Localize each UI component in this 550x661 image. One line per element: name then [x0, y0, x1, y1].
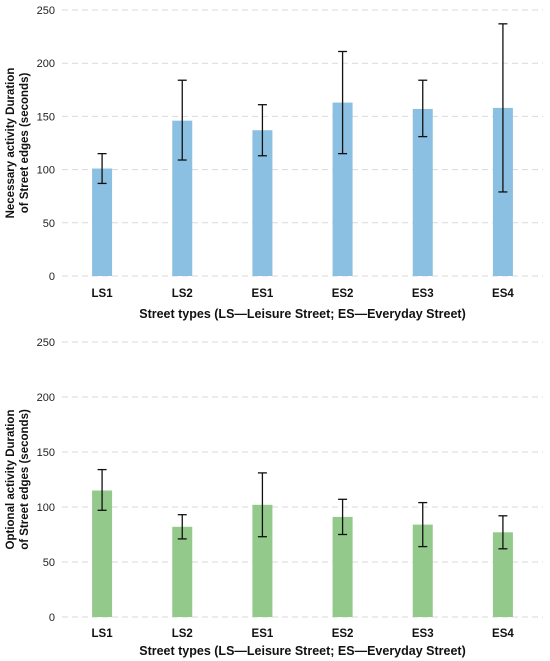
chart1-bar-ES3 [412, 108, 433, 277]
chart1-category-label-ES3: ES3 [412, 288, 434, 300]
chart1-ytick-label-50: 50 [43, 218, 55, 230]
chart2-category-label-LS2: LS2 [172, 628, 193, 640]
chart2-bar-ES4 [492, 532, 513, 617]
chart1-x-axis-label: Street types (LS—Leisure Street; ES—Ever… [139, 307, 466, 321]
chart1-y-axis-label: Necessary activity Duration of Street edg… [5, 68, 31, 219]
chart1-category-label-ES4: ES4 [492, 288, 514, 300]
chart1-ytick-label-150: 150 [37, 111, 55, 123]
chart1-ytick-label-200: 200 [37, 58, 55, 70]
chart2-y-axis-label-line-1: Optional activity Duration [5, 410, 17, 550]
chart1-category-label-ES2: ES2 [332, 288, 354, 300]
chart2-y-axis-label-line-2: of Street edges (seconds) [19, 409, 31, 550]
chart1-ytick-label-100: 100 [37, 165, 55, 177]
chart2-category-label-ES4: ES4 [492, 628, 514, 640]
chart2-bar-ES2 [332, 516, 353, 617]
chart1-category-label-ES1: ES1 [252, 288, 274, 300]
chart2-ytick-label-200: 200 [37, 392, 55, 404]
chart2-category-label-ES2: ES2 [332, 628, 354, 640]
chart1-y-axis-label-line-2: of Street edges (seconds) [19, 73, 31, 214]
chart2-bar-ES1 [252, 504, 273, 617]
chart2-ytick-label-100: 100 [37, 502, 55, 514]
chart1-bar-LS2 [172, 120, 193, 276]
chart2-bar-ES3 [412, 524, 433, 617]
chart2-ytick-label-0: 0 [49, 612, 55, 624]
chart1-category-label-LS2: LS2 [172, 288, 193, 300]
chart2-category-label-ES1: ES1 [252, 628, 274, 640]
chart2-category-label-ES3: ES3 [412, 628, 434, 640]
chart2-ytick-label-150: 150 [37, 447, 55, 459]
chart1-ytick-label-250: 250 [37, 5, 55, 17]
chart2-x-axis-label: Street types (LS—Leisure Street; ES—Ever… [139, 644, 466, 658]
chart1-category-label-LS1: LS1 [92, 288, 114, 300]
chart2-ytick-label-250: 250 [37, 337, 55, 349]
chart2-bar-LS1 [92, 490, 113, 617]
chart1-bar-LS1 [92, 168, 113, 276]
chart1-bar-ES2 [332, 102, 353, 277]
chart1-ytick-label-0: 0 [49, 271, 55, 283]
chart2-y-axis-label: Optional activity Duration of Street edge… [5, 409, 31, 550]
chart1-y-axis-label-line-1: Necessary activity Duration [5, 68, 17, 219]
chart2-ytick-label-50: 50 [43, 557, 55, 569]
chart1-bar-ES1 [252, 130, 273, 276]
chart2-bar-LS2 [172, 526, 193, 617]
chart2-category-label-LS1: LS1 [92, 628, 114, 640]
